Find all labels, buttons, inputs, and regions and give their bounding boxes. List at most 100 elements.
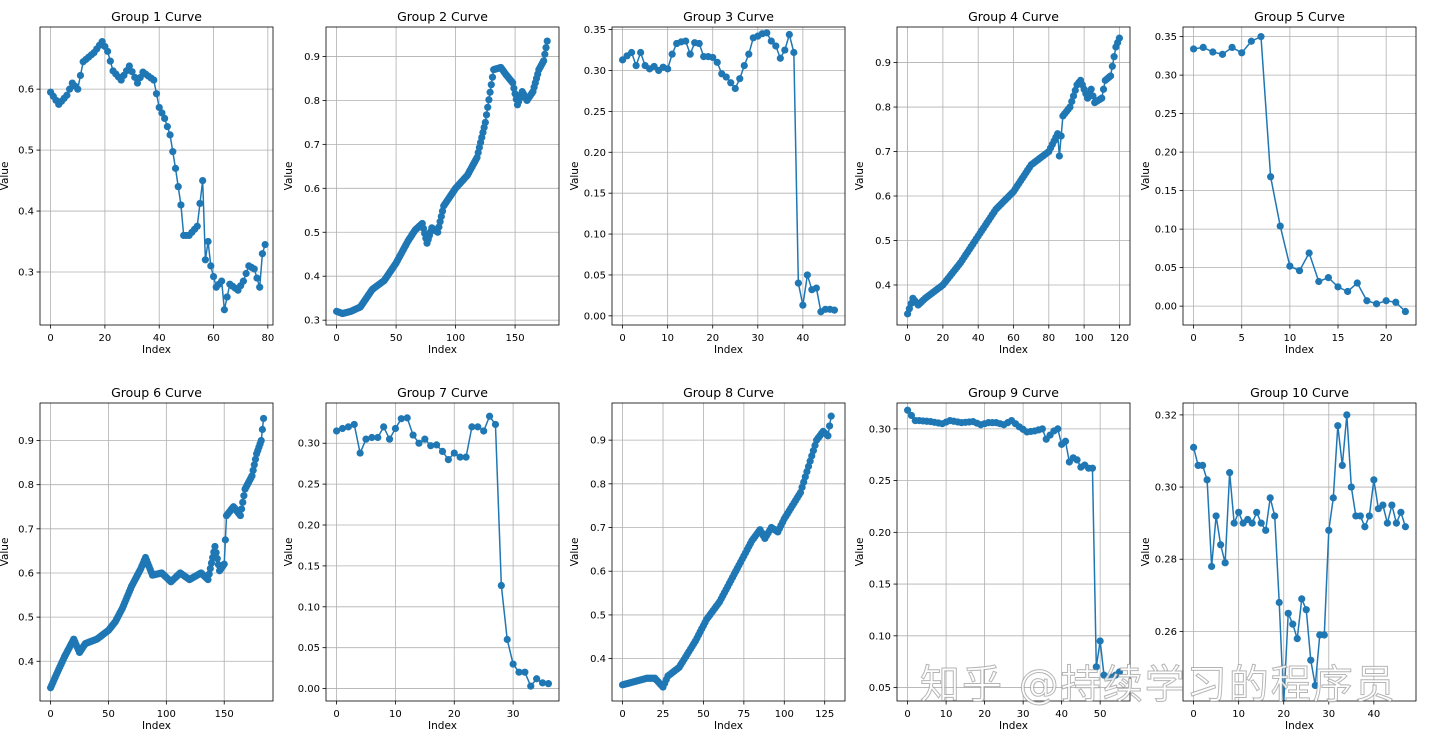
- x-tick-label: 15: [1332, 333, 1345, 344]
- data-point: [1257, 519, 1265, 527]
- data-point: [356, 449, 364, 457]
- data-point: [799, 301, 807, 309]
- data-point: [1226, 469, 1234, 477]
- data-point: [1108, 62, 1116, 70]
- x-tick-label: 100: [157, 709, 176, 720]
- y-tick-label: 0.30: [584, 66, 606, 77]
- data-point: [258, 250, 267, 258]
- series-line: [622, 415, 832, 689]
- data-point: [511, 90, 519, 98]
- data-point: [484, 103, 492, 111]
- x-tick-label: 30: [751, 333, 764, 344]
- data-point: [256, 283, 264, 291]
- data-point: [239, 277, 247, 285]
- data-point: [1361, 523, 1369, 531]
- x-tick-label: 50: [390, 333, 403, 344]
- data-point: [242, 269, 250, 278]
- data-point: [1275, 598, 1283, 607]
- data-point: [1267, 173, 1275, 181]
- y-tick-label: 0.25: [298, 480, 320, 491]
- series-group: [1189, 33, 1410, 316]
- y-tick-label: 0.10: [1155, 225, 1177, 236]
- data-point: [664, 65, 672, 73]
- data-point: [1071, 86, 1079, 94]
- data-point: [1392, 298, 1400, 306]
- axes-frame: [896, 26, 1131, 326]
- x-axis-label: Index: [714, 344, 743, 356]
- y-tick-label: 0.05: [869, 683, 891, 694]
- chart-panel-9: 0 10 20 30 40 50 0.05 0.10 0.15 0.20 0.25 0.30 Group…: [854, 385, 1131, 732]
- data-point: [521, 668, 529, 676]
- data-point: [1311, 681, 1319, 690]
- x-axis-label: Index: [714, 720, 743, 732]
- data-point: [540, 57, 548, 65]
- x-axis-label: Index: [999, 344, 1028, 356]
- data-point: [421, 435, 429, 443]
- data-point: [209, 272, 218, 281]
- y-tick-label: 0.4: [18, 657, 34, 668]
- data-point: [1189, 45, 1198, 53]
- data-point: [1379, 501, 1387, 509]
- x-axis-label: Index: [428, 720, 457, 732]
- y-tick-label: 0.7: [590, 523, 606, 534]
- data-point: [830, 306, 839, 314]
- x-tick-label: 80: [261, 333, 274, 344]
- data-point: [1293, 634, 1301, 643]
- axes-frame: [1182, 402, 1417, 702]
- series-group: [903, 34, 1124, 318]
- data-point: [1363, 297, 1371, 305]
- data-point: [1284, 609, 1292, 617]
- data-point: [1397, 508, 1405, 516]
- data-point: [158, 109, 166, 117]
- series-line: [1192, 414, 1407, 701]
- x-tick-label: 0: [619, 709, 625, 720]
- data-point: [166, 131, 174, 139]
- x-tick-label: 40: [972, 333, 985, 344]
- data-point: [794, 279, 802, 287]
- data-point: [380, 423, 388, 431]
- data-point: [1302, 606, 1310, 614]
- data-point: [1068, 97, 1076, 106]
- y-tick-label: 0.6: [875, 192, 891, 203]
- chart-panel-7: 0 10 20 30 0.00 0.05 0.10 0.15 0.20 0.25 0.30 Group…: [283, 385, 560, 732]
- data-point: [544, 680, 553, 688]
- data-point: [503, 635, 511, 644]
- data-point: [907, 411, 916, 420]
- data-point: [1057, 132, 1065, 140]
- y-tick-label: 0.6: [18, 85, 34, 96]
- axes-frame: [325, 402, 560, 702]
- x-tick-label: 80: [1042, 333, 1055, 344]
- data-point: [1098, 94, 1106, 102]
- x-tick-label: 30: [507, 709, 520, 720]
- y-tick-label: 0.30: [298, 439, 320, 450]
- chart-panel-8: 0 25 50 75 100 125 0.4 0.5 0.6 0.7 0.8 0.9 Group 8 C…: [569, 385, 846, 732]
- x-tick-label: 50: [697, 709, 710, 720]
- y-tick-label: 0.6: [590, 567, 606, 578]
- y-tick-label: 0.9: [875, 58, 891, 69]
- data-point: [812, 284, 820, 292]
- y-tick-label: 0.10: [869, 631, 891, 642]
- data-point: [682, 37, 690, 45]
- data-point: [695, 39, 703, 48]
- data-point: [486, 88, 494, 96]
- data-point: [1230, 519, 1238, 527]
- data-point: [1253, 508, 1261, 516]
- axes-frame: [1182, 26, 1417, 326]
- data-point: [736, 75, 744, 83]
- data-point: [258, 425, 267, 434]
- data-point: [790, 48, 798, 57]
- data-point: [1372, 300, 1381, 308]
- data-point: [1073, 456, 1081, 464]
- data-point: [193, 222, 201, 230]
- data-point: [368, 433, 376, 442]
- y-tick-label: 0.10: [584, 230, 606, 241]
- data-point: [1271, 512, 1279, 520]
- data-point: [1238, 49, 1246, 57]
- data-point: [253, 274, 261, 282]
- axes-frame: [611, 402, 846, 702]
- data-point: [628, 48, 636, 57]
- data-point: [1066, 103, 1074, 111]
- series-line: [49, 40, 266, 310]
- data-point: [104, 47, 112, 55]
- data-point: [397, 415, 405, 423]
